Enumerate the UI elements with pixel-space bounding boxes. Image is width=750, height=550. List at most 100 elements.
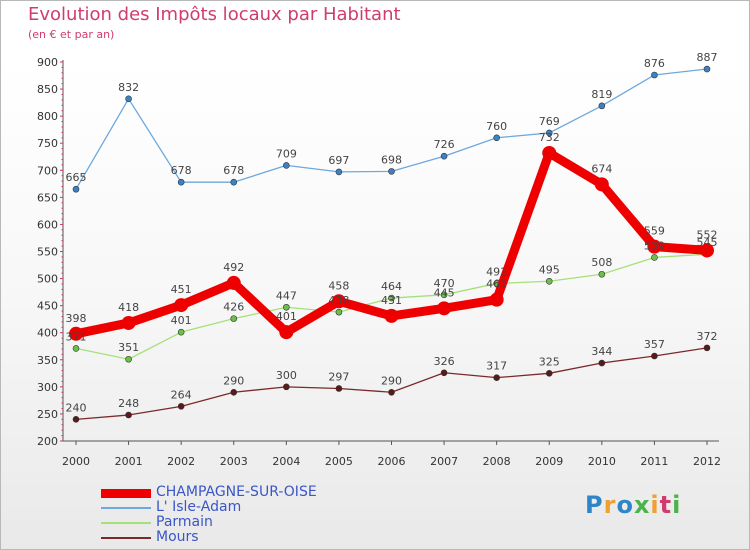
data-point: [598, 102, 606, 110]
data-label: 401: [276, 310, 297, 323]
data-point: [331, 294, 346, 309]
y-tick-label: 250: [37, 408, 58, 421]
data-label: 492: [223, 261, 244, 274]
data-label: 401: [171, 314, 192, 327]
legend-label: L' Isle-Adam: [156, 499, 242, 515]
data-point: [598, 359, 606, 367]
y-tick-label: 600: [37, 218, 58, 231]
data-point: [125, 411, 132, 419]
legend-item: Mours: [101, 529, 421, 545]
data-point: [489, 292, 504, 307]
x-tick-label: 2007: [430, 455, 458, 468]
data-label: 665: [66, 171, 87, 184]
x-tick-label: 2008: [483, 455, 511, 468]
legend-label: Parmain: [156, 514, 213, 530]
data-point: [283, 162, 290, 169]
x-tick-label: 2002: [167, 455, 195, 468]
data-label: 464: [381, 280, 402, 293]
data-point: [72, 416, 80, 423]
data-point: [335, 385, 343, 392]
legend-label: Mours: [156, 529, 199, 545]
data-point: [72, 185, 80, 193]
data-point: [440, 152, 448, 160]
data-label: 678: [171, 164, 192, 177]
legend-swatch: [101, 537, 151, 539]
data-point: [651, 71, 658, 79]
data-point: [700, 243, 714, 258]
data-label: 248: [118, 397, 139, 410]
data-point: [69, 326, 83, 341]
legend-item: L' Isle-Adam: [101, 499, 421, 515]
data-label: 351: [118, 341, 139, 354]
data-label: 325: [539, 355, 560, 368]
y-tick-label: 200: [37, 435, 58, 448]
x-tick-label: 2001: [115, 455, 143, 468]
x-tick-label: 2010: [588, 455, 616, 468]
data-label: 545: [697, 236, 718, 249]
data-point: [651, 352, 658, 360]
data-label: 418: [118, 301, 139, 314]
data-label: 426: [223, 301, 244, 314]
data-label: 760: [486, 120, 507, 133]
data-label: 832: [118, 81, 139, 94]
data-point: [279, 325, 294, 340]
data-label: 371: [66, 330, 87, 343]
data-point: [283, 303, 290, 311]
data-label: 698: [381, 153, 402, 166]
x-tick-label: 2005: [325, 455, 353, 468]
legend-swatch: [101, 522, 151, 524]
data-point: [125, 355, 132, 363]
data-label: 495: [539, 263, 560, 276]
data-label: 732: [539, 131, 560, 144]
data-point: [598, 270, 606, 278]
data-point: [647, 239, 662, 254]
data-label: 539: [644, 239, 665, 252]
x-tick-label: 2004: [272, 455, 300, 468]
y-tick-label: 800: [37, 110, 58, 123]
data-point: [545, 277, 553, 285]
data-label: 678: [223, 164, 244, 177]
data-label: 461: [486, 278, 507, 291]
data-label: 697: [328, 154, 349, 167]
y-tick-label: 850: [37, 83, 58, 96]
x-tick-label: 2009: [535, 455, 563, 468]
data-point: [226, 275, 241, 290]
y-tick-label: 500: [37, 273, 58, 286]
data-label: 297: [328, 370, 349, 383]
x-tick-label: 2011: [640, 455, 668, 468]
data-label: 709: [276, 147, 297, 160]
data-point: [493, 374, 500, 381]
data-label: 819: [591, 88, 612, 101]
x-tick-label: 2000: [62, 455, 90, 468]
data-point: [594, 177, 609, 192]
legend-swatch: [101, 489, 151, 498]
data-point: [703, 65, 711, 73]
y-tick-label: 900: [37, 56, 58, 69]
data-point: [437, 301, 452, 316]
legend-label: CHAMPAGNE-SUR-OISE: [156, 484, 317, 500]
data-label: 357: [644, 338, 665, 351]
legend-item: CHAMPAGNE-SUR-OISE: [101, 484, 421, 500]
y-tick-label: 350: [37, 354, 58, 367]
x-tick-label: 2006: [378, 455, 406, 468]
data-label: 300: [276, 369, 297, 382]
y-tick-label: 450: [37, 300, 58, 313]
data-label: 447: [276, 289, 297, 302]
data-point: [651, 254, 658, 261]
data-label: 458: [328, 279, 349, 292]
data-label: 559: [644, 225, 665, 238]
data-label: 326: [434, 355, 455, 368]
y-tick-label: 550: [37, 246, 58, 259]
data-label: 769: [539, 115, 560, 128]
data-label: 552: [697, 228, 718, 241]
data-label: 264: [171, 388, 192, 401]
data-point: [230, 315, 238, 322]
data-point: [177, 328, 185, 336]
x-tick-label: 2003: [220, 455, 248, 468]
data-label: 431: [381, 294, 402, 307]
data-point: [72, 345, 80, 352]
data-label: 317: [486, 360, 507, 373]
data-point: [440, 291, 448, 299]
data-label: 726: [434, 138, 455, 151]
data-label: 876: [644, 57, 665, 70]
